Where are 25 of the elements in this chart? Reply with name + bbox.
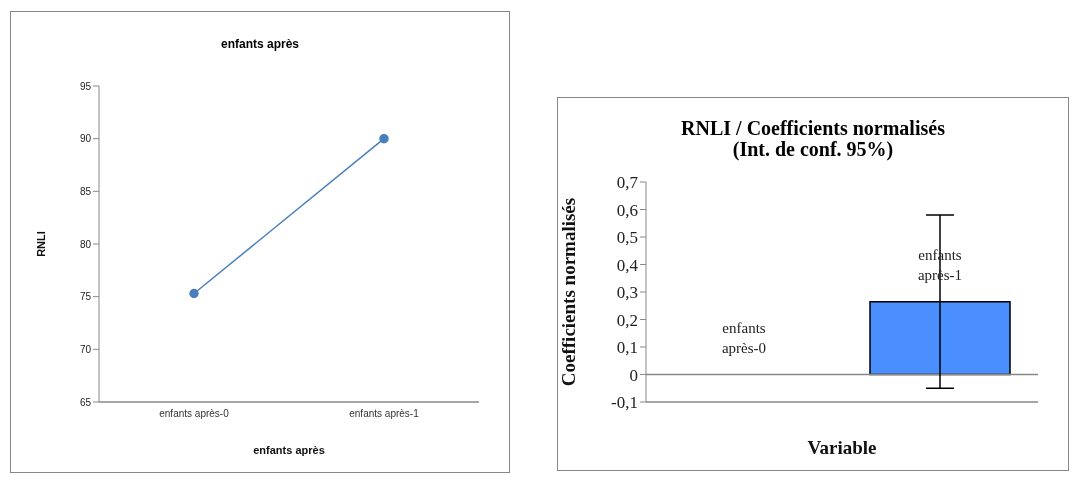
y-tick-label: 0,2 xyxy=(616,310,638,330)
y-tick-label: 65 xyxy=(79,396,92,408)
y-tick-label: 0,6 xyxy=(616,200,638,220)
y-tick-label: 85 xyxy=(79,185,92,197)
chart-title: enfants après xyxy=(220,37,300,51)
y-tick-label: -0,1 xyxy=(611,393,638,413)
chart-title: RNLI / Coefficients normalisés (Int. de conf. 95%) xyxy=(680,117,946,160)
y-axis-title: RNLI xyxy=(34,231,47,257)
y-tick-label: 80 xyxy=(79,238,92,250)
y-tick-label: 0,7 xyxy=(616,173,639,193)
y-tick-label: 75 xyxy=(79,291,92,303)
x-tick-label: enfants après-0 xyxy=(721,319,767,356)
y-tick-label: 0,3 xyxy=(616,283,638,303)
y-tick-label: 90 xyxy=(79,133,92,145)
y-tick-label: 0,4 xyxy=(616,255,639,275)
y-axis-title: Coefficients normalisés xyxy=(557,197,579,387)
x-tick-label: enfants après-1 xyxy=(349,408,420,420)
x-axis-title: enfants après xyxy=(253,444,325,456)
y-tick-label: 0,5 xyxy=(616,228,638,248)
y-tick-label: 0,1 xyxy=(616,338,638,358)
y-tick-label: 95 xyxy=(79,80,92,92)
x-tick-label: enfants après-0 xyxy=(159,408,230,420)
x-axis-title: Variable xyxy=(807,437,877,458)
y-tick-label: 70 xyxy=(79,343,92,355)
y-tick-label: 0 xyxy=(629,365,638,385)
